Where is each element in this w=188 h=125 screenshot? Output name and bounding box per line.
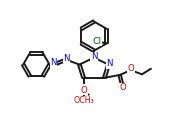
Text: O: O [80,85,87,94]
Text: O: O [127,64,134,73]
Text: N: N [106,59,113,68]
Text: N: N [50,58,57,67]
Text: O: O [119,83,126,92]
Text: O: O [80,86,87,95]
Text: Cl: Cl [92,37,102,46]
Text: N: N [91,52,97,62]
Text: OCH₃: OCH₃ [73,96,94,105]
Text: N: N [63,54,70,62]
